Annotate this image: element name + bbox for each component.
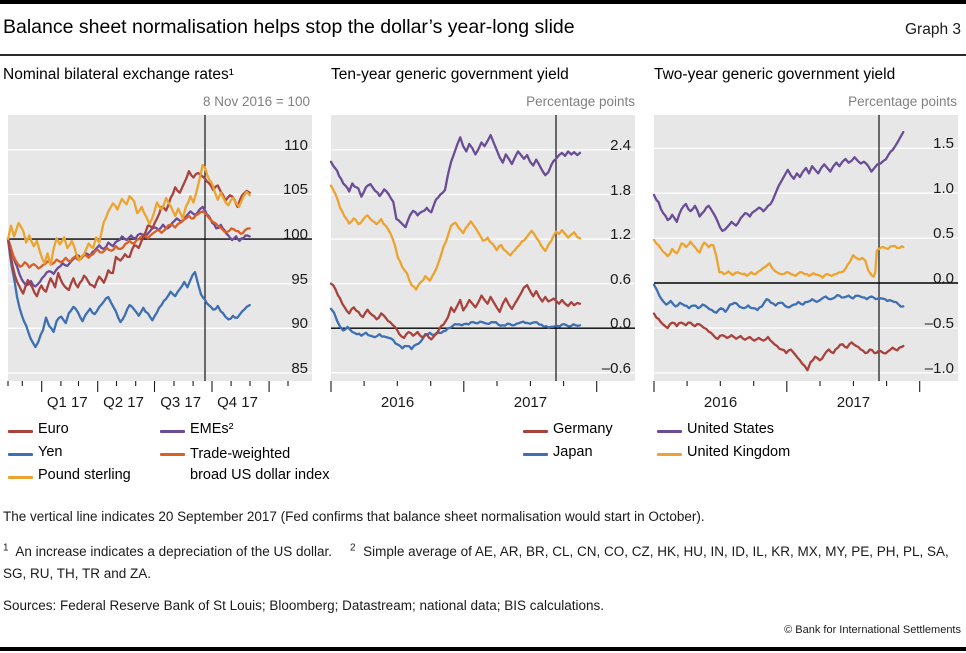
series-line-japan (329, 307, 582, 351)
germany-line-swatch (523, 430, 548, 434)
japan-line-swatch (523, 453, 548, 457)
unit-label-pct-points-1: Percentage points (526, 94, 635, 109)
two-year-yield-plot-area: 1.5 1.0 0.5 0.0 –0.5 –1.0 2016 2017 (652, 115, 958, 411)
y-axis-tick-label: 1.8 (610, 181, 631, 199)
y-axis-tick-label: 95 (291, 270, 308, 288)
y-axis-tick-label: 1.2 (610, 226, 631, 244)
top-border-bar (0, 0, 966, 4)
y-axis-tick-label: 1.5 (933, 135, 954, 153)
panel-title-exchange-rates: Nominal bilateral exchange rates¹ (3, 66, 234, 83)
y-axis-tick-label: 1.0 (933, 180, 954, 198)
panel-title-two-year-yield: Two-year generic government yield (654, 66, 896, 83)
legend-label-germany: Germany (553, 421, 613, 437)
y-axis-tick-label: 110 (284, 136, 308, 154)
footnote-2-text: Simple average of AE, AR, BR, CL, CN, CO… (3, 544, 949, 581)
series-line-germany (329, 282, 582, 341)
footnote-2-marker: 2 (350, 542, 356, 554)
exchange-rates-plot-area: 110 105 100 95 90 85 Q1 17 Q2 17 Q3 17 Q4 17 (6, 115, 312, 411)
trade-weighted-line-swatch (160, 453, 185, 457)
x-axis-tick-label: 2017 (836, 394, 871, 411)
legend-label-trade-weighted: Trade-weighted broad US dollar index (190, 446, 330, 483)
y-axis-tick-label: 0.0 (610, 315, 631, 333)
x-axis-tick-label: Q2 17 (103, 394, 144, 411)
x-axis-tick-label: 2016 (380, 394, 415, 411)
y-axis-tick-label: 0.5 (933, 225, 954, 243)
panel-svg (6, 115, 312, 392)
copyright-notice: © Bank for International Settlements (784, 624, 961, 636)
y-axis-tick-label: 85 (291, 359, 308, 377)
graph-number-label: Graph 3 (904, 21, 961, 38)
yen-line-swatch (8, 453, 33, 457)
series-line-united-states (329, 133, 582, 229)
series-line-emes (6, 205, 251, 288)
legend-label-japan: Japan (553, 444, 593, 460)
series-line-united-kingdom (652, 238, 905, 279)
legend-label-yen: Yen (38, 444, 63, 460)
series-line-yen (6, 237, 251, 349)
y-axis-tick-label: 105 (282, 181, 308, 199)
legend-label-emes: EMEs² (190, 421, 234, 437)
x-axis-tick-label: 2016 (703, 394, 738, 411)
unit-label-index: 8 Nov 2016 = 100 (203, 94, 310, 109)
unit-label-pct-points-2: Percentage points (848, 94, 957, 109)
series-line-pound-sterling (6, 163, 251, 267)
y-axis-tick-label: 0.0 (933, 270, 954, 288)
legend-label-euro: Euro (38, 421, 69, 437)
uk-line-swatch (657, 453, 682, 457)
x-axis-tick-label: Q3 17 (160, 394, 202, 411)
series-line-japan (652, 283, 905, 314)
y-axis-tick-label: 90 (291, 315, 308, 333)
ten-year-yield-plot-area: 2.4 1.8 1.2 0.6 0.0 –0.6 2016 2017 (329, 115, 635, 411)
page-title: Balance sheet normalisation helps stop t… (3, 16, 575, 38)
panel-svg (652, 115, 958, 392)
bottom-border-bar (0, 647, 966, 651)
x-axis-tick-label: Q1 17 (46, 394, 88, 411)
footnote-1-marker: 1 (3, 542, 9, 554)
series-line-united-kingdom (329, 184, 582, 291)
series-line-germany (652, 312, 905, 372)
x-axis-tick-label: 2017 (513, 394, 548, 411)
y-axis-tick-label: 100 (282, 226, 308, 244)
legend-label-united-kingdom: United Kingdom (687, 444, 791, 460)
footnote-1-text: An increase indicates a depreciation of … (15, 544, 333, 559)
emes-line-swatch (160, 430, 185, 434)
y-axis-tick-label: –0.5 (924, 314, 954, 332)
y-axis-tick-label: 2.4 (610, 136, 631, 154)
vertical-line-note: The vertical line indicates 20 September… (3, 509, 705, 524)
footnotes: 1 An increase indicates a depreciation o… (3, 541, 963, 585)
y-axis-tick-label: –0.6 (601, 359, 631, 377)
us-line-swatch (657, 430, 682, 434)
pound-line-swatch (8, 476, 33, 480)
y-axis-tick-label: 0.6 (610, 270, 631, 288)
x-axis-tick-label: Q4 17 (217, 394, 258, 411)
series-line-euro (6, 170, 251, 298)
panel-title-ten-year-yield: Ten-year generic government yield (331, 66, 569, 83)
y-axis-tick-label: –1.0 (924, 359, 954, 377)
title-divider (0, 54, 966, 56)
series-line-trade-weighted-broad-us-dollar-index (6, 210, 251, 270)
legend-label-pound: Pound sterling (38, 467, 131, 483)
series-line-united-states (652, 130, 905, 233)
euro-line-swatch (8, 430, 33, 434)
legend-label-united-states: United States (687, 421, 775, 437)
panel-svg (329, 115, 635, 392)
sources-line: Sources: Federal Reserve Bank of St Loui… (3, 598, 605, 613)
